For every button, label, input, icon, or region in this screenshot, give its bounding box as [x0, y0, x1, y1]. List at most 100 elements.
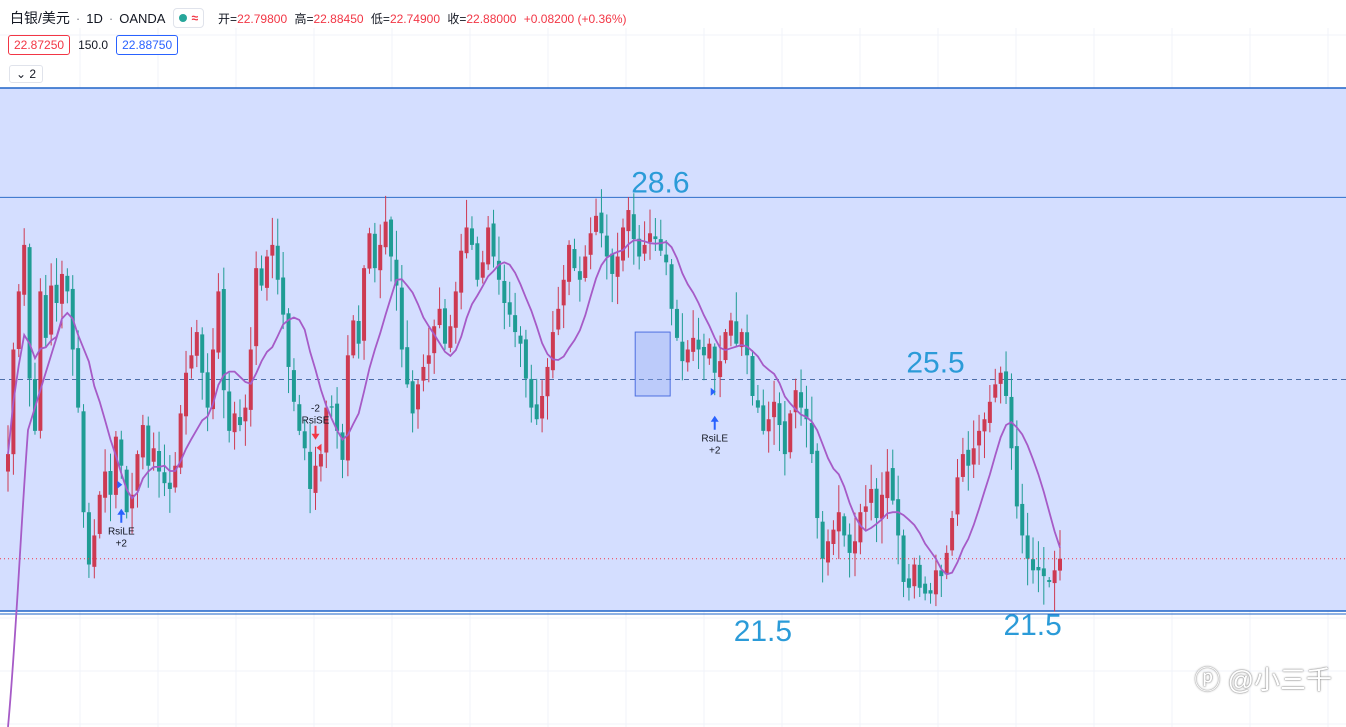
- market-open-dot-icon: [179, 14, 188, 22]
- exit-marker-icon: [316, 443, 322, 452]
- candle-body: [194, 332, 199, 356]
- candle-body: [971, 448, 976, 465]
- candle-body: [286, 313, 291, 367]
- candle-body: [685, 349, 690, 363]
- watermark: ⓟ @小三千: [1194, 665, 1332, 695]
- candle-body: [27, 247, 32, 379]
- level-label: 28.6: [631, 166, 689, 199]
- candle-body: [923, 583, 928, 594]
- candle-body: [324, 407, 329, 453]
- candle-body: [362, 268, 367, 341]
- candle-body: [356, 320, 361, 344]
- candle-body: [545, 366, 550, 397]
- symbol-name[interactable]: 白银/美元: [10, 10, 70, 26]
- candle-body: [54, 284, 59, 304]
- highlight-box: [634, 331, 671, 397]
- interval-label[interactable]: 1D: [86, 10, 103, 26]
- candle-body: [1031, 559, 1036, 571]
- candle-body: [383, 221, 388, 248]
- candle-body: [16, 291, 21, 349]
- entry-marker-icon: [117, 480, 123, 489]
- candle-body: [658, 239, 663, 251]
- candle-body: [264, 256, 269, 288]
- change-value: +0.08200 (+0.36%): [523, 11, 627, 26]
- candle-body: [621, 227, 626, 261]
- candle-body: [863, 506, 868, 512]
- candle-body: [432, 326, 437, 354]
- candle-body: [22, 244, 27, 295]
- candle-body: [567, 244, 572, 282]
- candle-body: [917, 564, 922, 588]
- candle-body: [653, 236, 658, 240]
- candle-body: [982, 419, 987, 432]
- candle-body: [243, 407, 248, 422]
- candle-body: [604, 235, 609, 257]
- trade-panel: 22.87250 150.0 22.88750: [8, 35, 179, 55]
- candle-body: [977, 430, 982, 446]
- candle-body: [270, 244, 275, 256]
- candle-body: [809, 422, 814, 455]
- open-value: 22.79800: [237, 11, 288, 26]
- candle-body: [852, 541, 857, 554]
- candle-body: [723, 332, 728, 361]
- moving-average-line: [7, 239, 1061, 576]
- candle-body: [394, 259, 399, 286]
- candle-body: [248, 349, 253, 410]
- long-arrow-icon: [117, 508, 126, 523]
- candle-body: [254, 268, 259, 347]
- long-arrow-icon: [710, 415, 719, 430]
- market-status-pill[interactable]: ≈: [173, 8, 205, 28]
- candle-body: [146, 425, 151, 466]
- candle-body: [955, 477, 960, 515]
- candle-body: [588, 233, 593, 255]
- candle-body: [879, 494, 884, 519]
- candle-body: [340, 432, 345, 460]
- candle-body: [1036, 566, 1041, 571]
- candle-body: [469, 228, 474, 245]
- sell-button[interactable]: 22.87250: [8, 35, 71, 55]
- candle-body: [804, 408, 809, 420]
- candle-body: [205, 372, 210, 408]
- indicator-count: 2: [29, 67, 37, 81]
- candle-body: [448, 326, 453, 348]
- candle-body: [496, 260, 501, 280]
- candle-body: [610, 253, 615, 274]
- candle-body: [820, 521, 825, 559]
- candle-body: [1025, 535, 1030, 559]
- candle-body: [815, 450, 820, 519]
- candle-body: [696, 339, 701, 350]
- candle-body: [227, 391, 232, 431]
- level-label: 21.5: [1003, 609, 1061, 642]
- candle-body: [81, 411, 86, 513]
- candle-body: [1047, 580, 1052, 582]
- candle-body: [1014, 446, 1019, 507]
- quantity-value[interactable]: 150.0: [78, 38, 109, 52]
- candle-body: [302, 431, 307, 449]
- chevron-down-icon: ⌄: [16, 67, 27, 81]
- candle-body: [626, 210, 631, 232]
- low-value: 22.74900: [389, 11, 440, 26]
- candle-body: [901, 535, 906, 582]
- candle-body: [140, 425, 145, 458]
- candle-body: [76, 348, 81, 408]
- candle-body: [993, 384, 998, 398]
- high-value: 22.88450: [313, 11, 364, 26]
- indicator-toggle[interactable]: ⌄ 2: [9, 65, 44, 83]
- candle-body: [491, 223, 496, 257]
- candle-body: [647, 233, 652, 242]
- candle-body: [631, 214, 636, 240]
- candle-body: [599, 212, 604, 234]
- candle-body: [162, 472, 167, 484]
- candle-body: [550, 332, 555, 371]
- candle-body: [826, 541, 831, 563]
- candle-body: [437, 308, 442, 326]
- candle-body: [739, 332, 744, 348]
- candle-body: [389, 219, 394, 257]
- candle-body: [410, 381, 415, 414]
- buy-button[interactable]: 22.88750: [116, 35, 179, 55]
- candle-body: [540, 395, 545, 419]
- candle-body: [200, 334, 205, 373]
- candle-body: [712, 346, 717, 373]
- candle-body: [669, 264, 674, 309]
